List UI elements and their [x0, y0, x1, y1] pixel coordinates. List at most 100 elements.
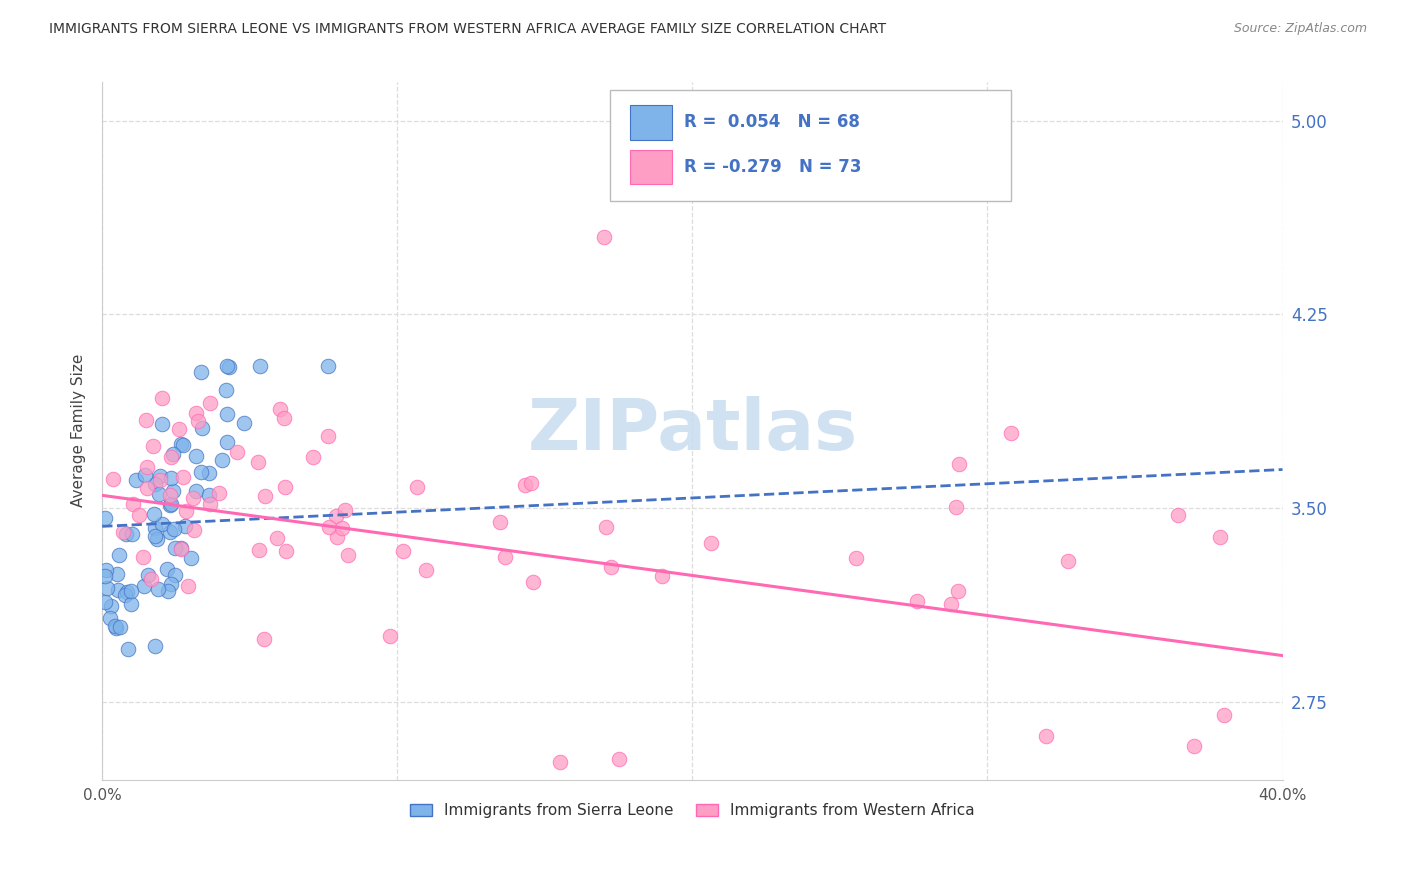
Point — [406, 480, 429, 494]
Point — [522, 574, 544, 589]
Point — [380, 629, 402, 643]
Point — [330, 521, 353, 535]
Bar — [630, 150, 672, 185]
Point — [115, 585, 138, 599]
Point — [247, 542, 270, 557]
Point — [187, 414, 209, 428]
Point — [700, 536, 723, 550]
Point — [110, 620, 132, 634]
Point — [190, 365, 212, 379]
Point — [160, 497, 183, 511]
Point — [163, 568, 186, 582]
Point — [215, 407, 238, 421]
Point — [600, 559, 623, 574]
Point — [143, 529, 166, 543]
Point — [121, 527, 143, 541]
Point — [592, 230, 614, 244]
Point — [149, 469, 172, 483]
Point — [180, 551, 202, 566]
Point — [218, 359, 240, 374]
Point — [94, 511, 117, 525]
Point — [254, 489, 277, 503]
Point — [145, 477, 167, 491]
Point — [94, 563, 117, 577]
Point — [316, 359, 339, 373]
Point — [336, 548, 359, 562]
Point — [101, 471, 124, 485]
Point — [96, 581, 118, 595]
Point — [152, 391, 174, 405]
Point — [488, 516, 510, 530]
Point — [181, 491, 204, 505]
Point — [249, 359, 271, 373]
Point — [163, 522, 186, 536]
Point — [273, 480, 295, 494]
Point — [107, 548, 129, 562]
Point — [1212, 708, 1234, 723]
Point — [946, 584, 969, 599]
Point — [117, 642, 139, 657]
Point — [150, 417, 173, 431]
Point — [225, 445, 247, 459]
Point — [143, 507, 166, 521]
Point — [94, 595, 117, 609]
Y-axis label: Average Family Size: Average Family Size — [72, 354, 86, 508]
Point — [191, 421, 214, 435]
Point — [170, 541, 193, 555]
Point — [149, 474, 172, 488]
Point — [1209, 530, 1232, 544]
Point — [162, 484, 184, 499]
Point — [326, 530, 349, 544]
Point — [215, 383, 238, 397]
Point — [134, 468, 156, 483]
Point — [905, 594, 928, 608]
Point — [651, 568, 673, 582]
Text: R =  0.054   N = 68: R = 0.054 N = 68 — [685, 113, 860, 131]
Point — [105, 621, 128, 635]
Point — [143, 639, 166, 653]
Text: ZIPatlas: ZIPatlas — [527, 396, 858, 466]
Text: Source: ZipAtlas.com: Source: ZipAtlas.com — [1233, 22, 1367, 36]
Point — [135, 413, 157, 427]
Point — [1000, 426, 1022, 441]
Point — [120, 597, 142, 611]
Point — [94, 569, 117, 583]
Point — [177, 579, 200, 593]
Text: IMMIGRANTS FROM SIERRA LEONE VS IMMIGRANTS FROM WESTERN AFRICA AVERAGE FAMILY SI: IMMIGRANTS FROM SIERRA LEONE VS IMMIGRAN… — [49, 22, 886, 37]
Point — [98, 611, 121, 625]
Point — [253, 632, 276, 646]
Point — [159, 498, 181, 512]
Point — [247, 455, 270, 469]
Bar — [630, 105, 672, 140]
Point — [200, 396, 222, 410]
Point — [142, 439, 165, 453]
Point — [107, 583, 129, 598]
Point — [159, 576, 181, 591]
Point — [121, 497, 143, 511]
Point — [1167, 508, 1189, 522]
Point — [134, 579, 156, 593]
Point — [415, 563, 437, 577]
Point — [165, 541, 187, 555]
Point — [132, 549, 155, 564]
Point — [172, 470, 194, 484]
Point — [198, 467, 221, 481]
Point — [198, 497, 221, 511]
Text: R = -0.279   N = 73: R = -0.279 N = 73 — [685, 158, 862, 176]
Point — [520, 476, 543, 491]
Point — [276, 544, 298, 558]
Point — [172, 438, 194, 452]
Point — [215, 435, 238, 450]
Point — [183, 523, 205, 537]
Point — [208, 486, 231, 500]
Point — [169, 436, 191, 450]
Point — [159, 524, 181, 539]
Point — [124, 473, 146, 487]
Point — [197, 488, 219, 502]
Point — [607, 752, 630, 766]
Point — [136, 460, 159, 475]
Point — [145, 521, 167, 535]
Point — [1057, 554, 1080, 568]
Point — [159, 488, 181, 502]
Point — [145, 532, 167, 546]
